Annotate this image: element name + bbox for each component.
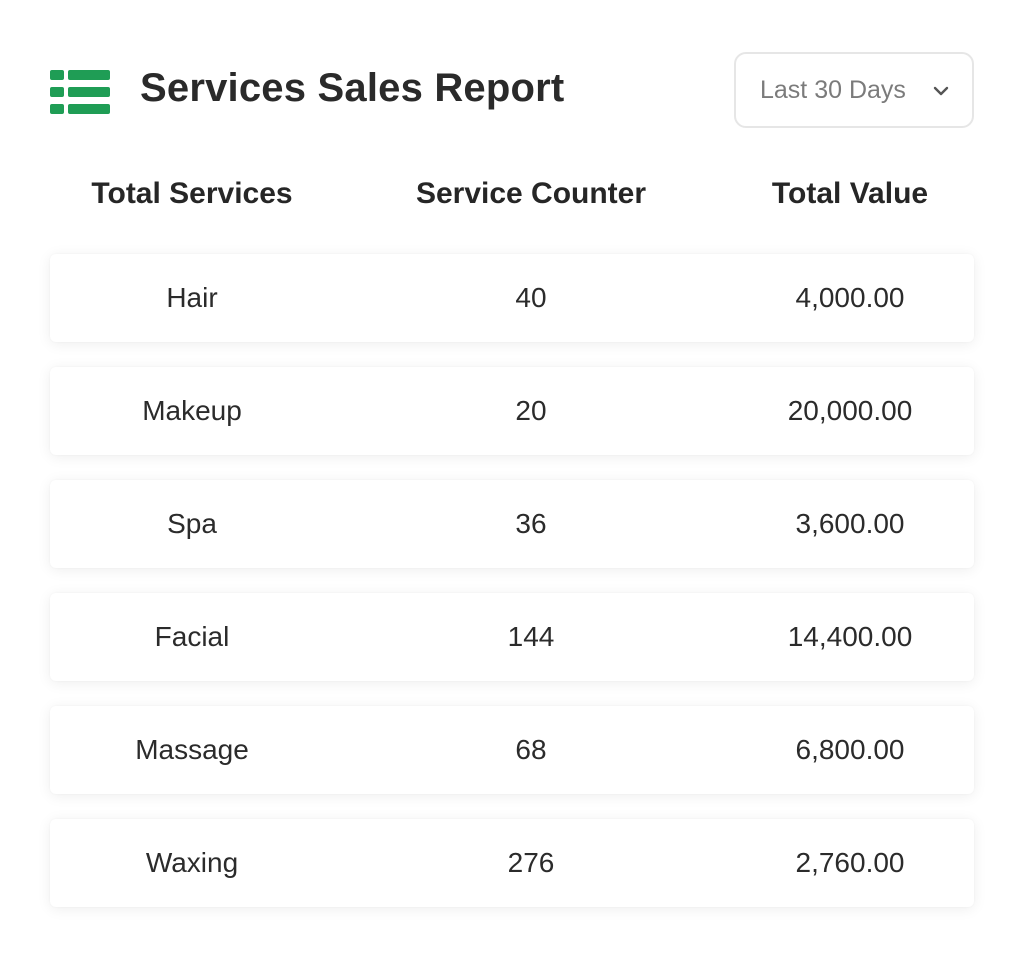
table-body: Hair 40 4,000.00 Makeup 20 20,000.00 Spa…: [50, 254, 974, 932]
service-name: Massage: [135, 734, 249, 765]
report-header: Services Sales Report Last 30 Days: [50, 52, 974, 128]
service-counter: 36: [515, 508, 547, 539]
service-name: Makeup: [142, 395, 242, 426]
list-icon: [50, 70, 110, 114]
service-total-value: 3,600.00: [795, 508, 905, 539]
service-name: Spa: [167, 508, 217, 539]
date-range-value: Last 30 Days: [760, 75, 906, 104]
column-header-total-services: Total Services: [91, 177, 293, 210]
service-total-value: 6,800.00: [795, 734, 905, 765]
service-name: Facial: [154, 621, 230, 652]
column-header-service-counter: Service Counter: [415, 177, 647, 210]
service-counter: 40: [515, 282, 547, 313]
table-row[interactable]: Facial 144 14,400.00: [50, 593, 974, 681]
page-title: Services Sales Report: [140, 66, 565, 110]
service-counter: 144: [507, 621, 555, 652]
table-row[interactable]: Hair 40 4,000.00: [50, 254, 974, 342]
service-total-value: 14,400.00: [787, 621, 913, 652]
service-counter: 20: [515, 395, 547, 426]
service-total-value: 2,760.00: [795, 847, 905, 878]
service-counter: 68: [515, 734, 547, 765]
service-name: Waxing: [145, 847, 239, 878]
chevron-down-icon: [933, 86, 949, 96]
column-header-total-value: Total Value: [771, 177, 929, 210]
date-range-select[interactable]: Last 30 Days: [734, 52, 974, 128]
table-row[interactable]: Waxing 276 2,760.00: [50, 819, 974, 907]
service-counter: 276: [507, 847, 555, 878]
service-total-value: 20,000.00: [787, 395, 913, 426]
table-row[interactable]: Spa 36 3,600.00: [50, 480, 974, 568]
service-total-value: 4,000.00: [795, 282, 905, 313]
table-row[interactable]: Makeup 20 20,000.00: [50, 367, 974, 455]
service-name: Hair: [166, 282, 218, 313]
table-row[interactable]: Massage 68 6,800.00: [50, 706, 974, 794]
table-header: Total Services Service Counter Total Val…: [50, 170, 974, 218]
